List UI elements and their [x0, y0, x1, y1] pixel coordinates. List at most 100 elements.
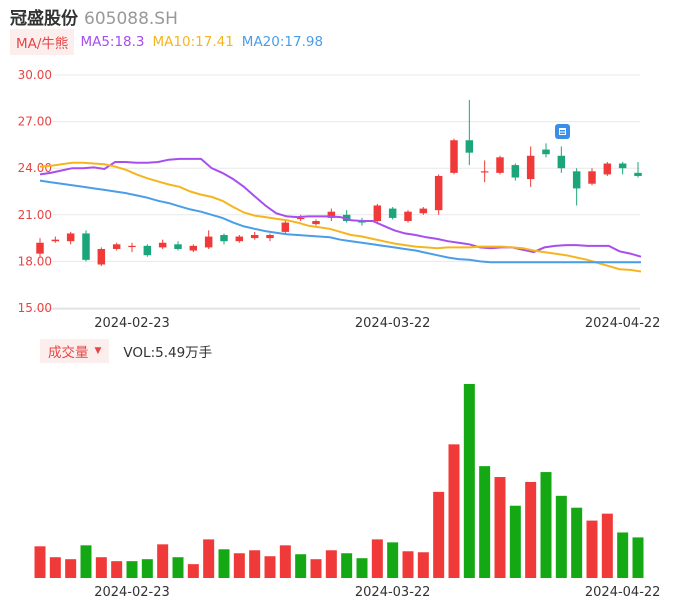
x-tick-label: 2024-02-23 [94, 316, 170, 331]
candle-body [450, 140, 458, 173]
volume-bar [448, 444, 460, 578]
volume-bar [172, 557, 184, 578]
volume-bar [371, 539, 383, 578]
x-tick-label: 2024-04-22 [585, 316, 661, 331]
candle-body [128, 245, 136, 248]
candle-body [281, 222, 290, 232]
candle-body [542, 149, 550, 155]
candle-body [511, 165, 520, 178]
ma-line-ma5 [39, 157, 642, 258]
y-tick-label: 21.00 [18, 208, 52, 222]
candle-body [174, 244, 182, 249]
volume-bar [187, 564, 199, 578]
volume-indicator-selector[interactable]: 成交量 ▼ [40, 339, 110, 363]
price-x-axis: 2024-02-23 2024-03-22 2024-04-22 [94, 316, 660, 331]
candle-body [434, 175, 443, 211]
candle-body [634, 172, 642, 176]
moving-average-lines [39, 157, 642, 273]
volume-bar [617, 532, 629, 578]
volume-bar [264, 556, 276, 578]
candlesticks [36, 99, 642, 267]
volume-bar [157, 544, 169, 578]
candle-body [36, 242, 44, 254]
volume-bar [341, 553, 353, 578]
ma20-label: MA20:17.98 [241, 34, 324, 50]
x-tick-label: 2024-02-23 [94, 585, 170, 600]
volume-bar [95, 557, 107, 578]
y-tick-label: 27.00 [18, 115, 52, 129]
volume-bar [555, 495, 567, 578]
candle-body [480, 171, 489, 173]
price-gridlines [35, 74, 640, 310]
volume-bar [509, 505, 521, 578]
volume-bar [525, 481, 537, 578]
volume-bar [632, 537, 644, 578]
volume-bar [571, 507, 583, 578]
volume-bar [218, 549, 230, 578]
volume-bar [479, 466, 491, 578]
volume-bar [203, 539, 215, 578]
candle-body [603, 163, 612, 175]
ma5-label: MA5:18.3 [80, 34, 145, 50]
volume-legend: 成交量 ▼ VOL:5.49万手 [40, 339, 213, 363]
x-tick-label: 2024-04-22 [585, 585, 661, 600]
candle-body [588, 171, 596, 184]
ma-line-ma20 [39, 179, 641, 264]
x-tick-label: 2024-03-22 [355, 316, 431, 331]
volume-bar [356, 558, 368, 578]
volume-bar [310, 559, 322, 578]
ma-legend: MA/牛熊 MA5:18.3 MA10:17.41 MA20:17.98 [10, 29, 331, 55]
volume-bar [49, 557, 61, 578]
ma-indicator-selector[interactable]: MA/牛熊 [10, 29, 75, 55]
stock-code: 605088.SH [84, 9, 178, 29]
volume-bar [387, 542, 399, 578]
volume-bar [34, 546, 46, 578]
candle-body [97, 248, 106, 265]
volume-bar [126, 561, 138, 578]
candle-body [327, 211, 336, 218]
volume-bar [433, 491, 445, 578]
candle-body [618, 163, 627, 169]
candle-body [143, 245, 152, 256]
ma-line-ma10 [39, 161, 642, 273]
candle-body [404, 211, 412, 222]
candle-body [204, 236, 213, 248]
candle-body [557, 155, 566, 169]
volume-bar [111, 561, 123, 578]
candle-body [112, 244, 121, 249]
volume-bar [494, 477, 506, 578]
volume-bar [295, 554, 307, 578]
candle-body [266, 234, 274, 239]
candle-body [82, 233, 90, 260]
price-y-axis: 30.00 27.00 24.00 21.00 18.00 15.00 [18, 68, 52, 315]
y-tick-label: 30.00 [18, 68, 52, 82]
volume-bar [463, 383, 475, 578]
volume-bar [249, 550, 261, 578]
volume-bar [325, 550, 337, 578]
volume-x-axis: 2024-02-23 2024-03-22 2024-04-22 [94, 585, 660, 600]
candle-body [496, 157, 504, 173]
candle-body [220, 234, 228, 242]
candle-body [250, 234, 259, 239]
stock-header: 冠盛股份 605088.SH [10, 4, 178, 29]
stock-name: 冠盛股份 [10, 9, 78, 29]
candle-body [572, 171, 581, 189]
event-marker-icon[interactable] [555, 124, 570, 139]
candle-body [312, 221, 320, 225]
candle-body [526, 155, 535, 180]
candle-body [189, 245, 198, 251]
candle-body [66, 233, 75, 242]
volume-value: VOL:5.49万手 [123, 345, 213, 361]
volume-indicator-label: 成交量 [48, 345, 89, 361]
candle-body [388, 208, 397, 218]
volume-bar [279, 545, 291, 578]
candle-body [296, 217, 305, 220]
candle-body [158, 242, 167, 248]
ma10-label: MA10:17.41 [152, 34, 234, 50]
volume-bar [417, 552, 429, 578]
volume-bar [540, 472, 552, 578]
volume-bar [141, 559, 153, 578]
candle-body [419, 208, 428, 214]
volume-bar [402, 551, 414, 578]
